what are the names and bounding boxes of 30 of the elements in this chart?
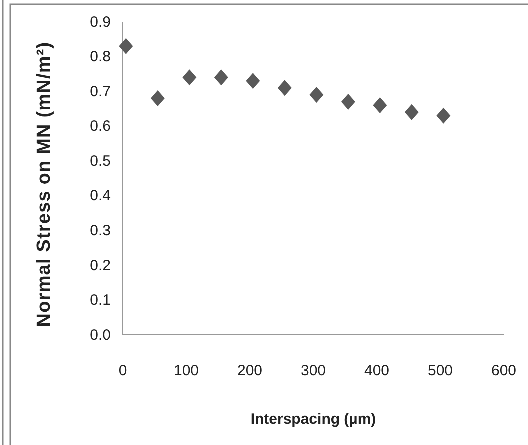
point (310, 87, 324, 104)
y-tick-label: 0.6 (90, 118, 111, 136)
x-tick-label: 400 (364, 362, 390, 380)
x-tick-label: 0 (118, 362, 128, 380)
point (246, 73, 260, 90)
x-tick-label: 100 (174, 362, 200, 380)
y-tick-label: 0.1 (90, 292, 111, 310)
point (341, 94, 356, 110)
y-tick-label: 0.4 (90, 188, 111, 205)
y-tick-label: 0.0 (90, 326, 111, 344)
x-tick-label: 500 (428, 362, 454, 380)
y-tick-label: 0.7 (90, 83, 111, 100)
x-tick-label: 300 (300, 362, 326, 380)
point (150, 90, 165, 107)
point (436, 108, 451, 124)
y-tick-label: 0.9 (90, 14, 111, 31)
y-tick-label: 0.2 (90, 257, 111, 274)
point (373, 97, 388, 114)
y-tick-label: 0.8 (90, 48, 111, 66)
point (119, 38, 134, 54)
x-tick-label: 200 (237, 362, 263, 380)
x-axis-title: Interspacing (µm) (250, 411, 376, 428)
point (182, 70, 197, 86)
point (278, 80, 292, 96)
y-axis-title: Normal Stress on MN (mN/m²) (34, 42, 55, 328)
x-tick-label: 600 (491, 362, 517, 380)
point (214, 70, 228, 86)
y-tick-label: 0.5 (90, 152, 111, 170)
point (404, 104, 419, 120)
y-tick-label: 0.3 (90, 222, 111, 240)
